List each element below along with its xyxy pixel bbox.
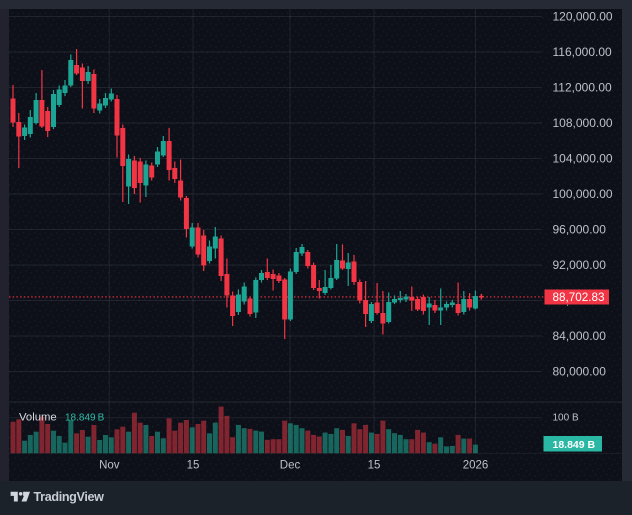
svg-text:100 B: 100 B: [553, 413, 579, 424]
svg-text:18.849 B: 18.849 B: [553, 439, 596, 451]
svg-text:108,000.00: 108,000.00: [553, 116, 613, 130]
svg-text:84,000.00: 84,000.00: [553, 329, 607, 343]
svg-text:Nov: Nov: [99, 460, 120, 472]
svg-text:92,000.00: 92,000.00: [553, 258, 607, 272]
svg-text:120,000.00: 120,000.00: [553, 10, 613, 24]
svg-text:Dec: Dec: [280, 460, 301, 472]
svg-text:112,000.00: 112,000.00: [553, 81, 612, 95]
svg-text:88,702.83: 88,702.83: [553, 291, 605, 304]
svg-text:104,000.00: 104,000.00: [553, 152, 613, 166]
svg-text:15: 15: [368, 460, 381, 472]
svg-text:96,000.00: 96,000.00: [553, 223, 607, 237]
svg-text:Volume: Volume: [19, 411, 57, 423]
svg-text:15: 15: [187, 460, 200, 472]
svg-text:18.849 B: 18.849 B: [65, 412, 105, 423]
svg-text:100,000.00: 100,000.00: [553, 187, 613, 201]
svg-text:80,000.00: 80,000.00: [553, 365, 607, 379]
svg-text:2026: 2026: [463, 460, 489, 472]
svg-text:116,000.00: 116,000.00: [553, 45, 612, 59]
svg-text:TradingView: TradingView: [34, 490, 105, 504]
